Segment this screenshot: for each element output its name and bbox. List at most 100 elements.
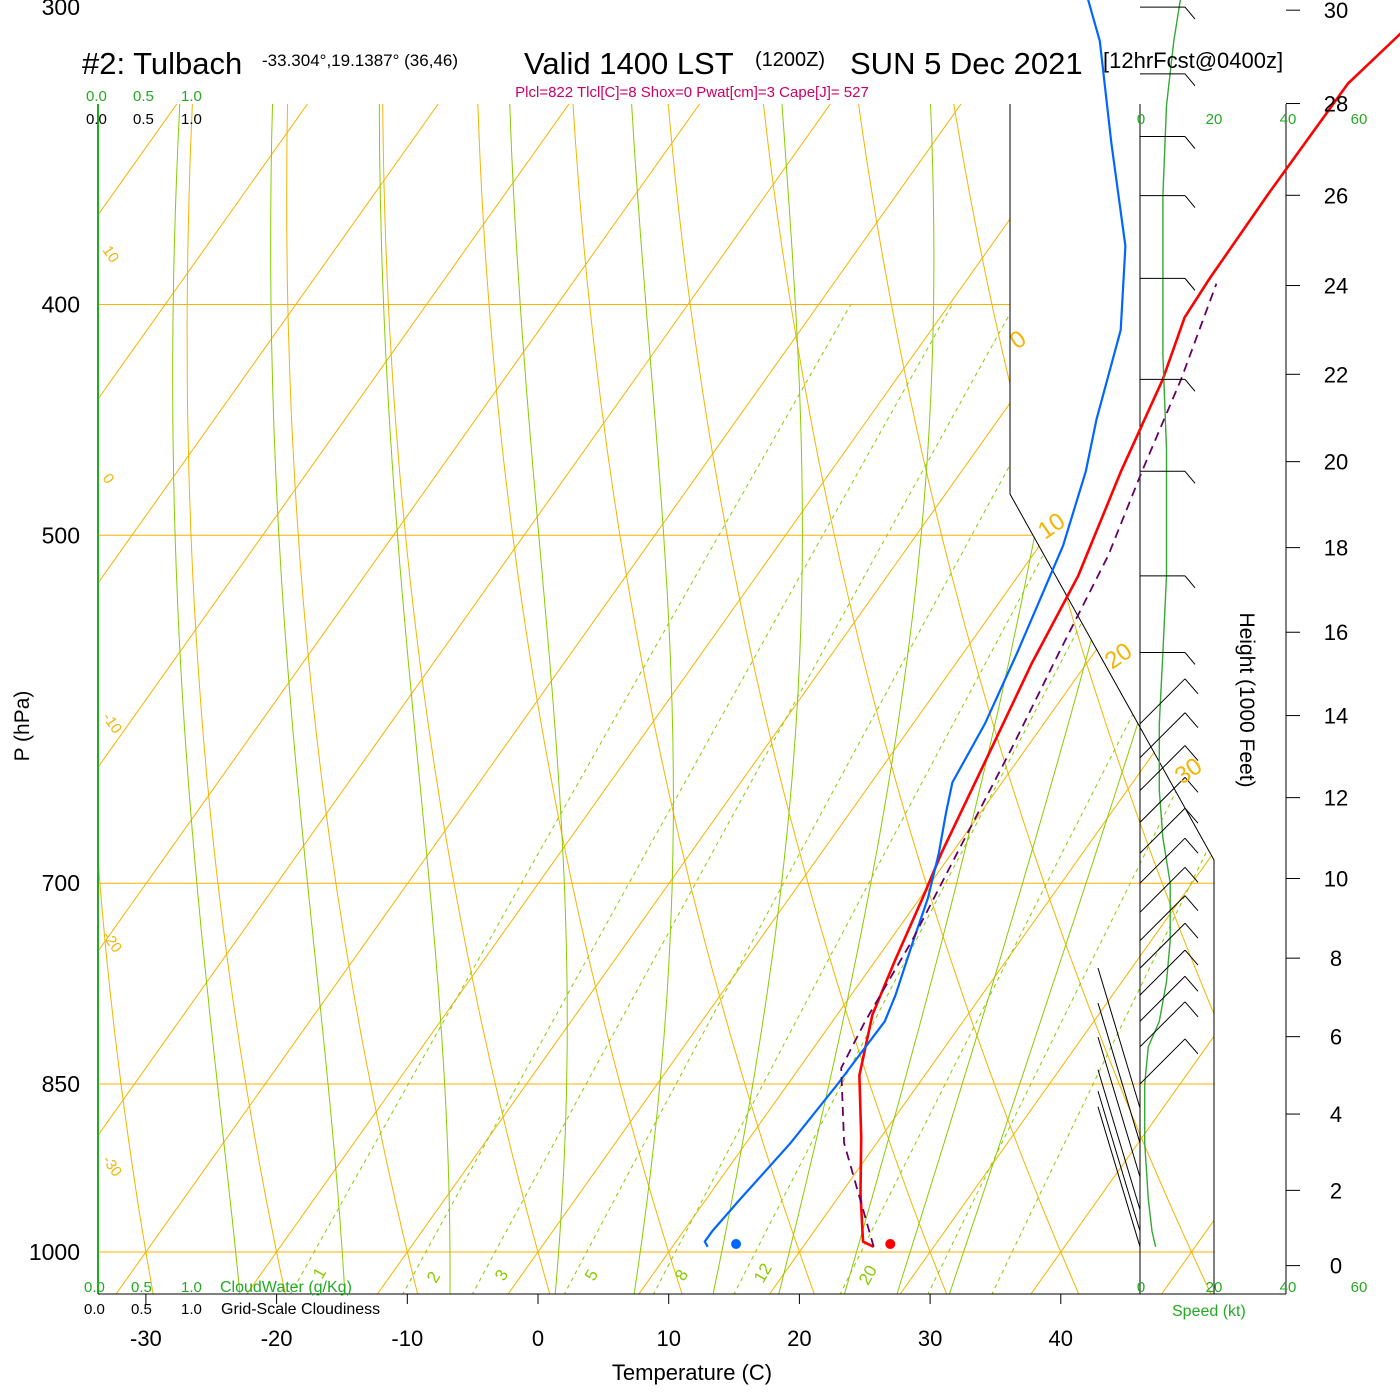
isotherm-label: 30 xyxy=(1170,752,1207,789)
height-tick-label: 2 xyxy=(1330,1178,1342,1203)
speed-top-tick-1: 20 xyxy=(1206,111,1223,128)
cloud-scale-top-black-1: 0.5 xyxy=(133,111,154,128)
temp-tick-label: 40 xyxy=(1049,1326,1073,1351)
temperature-tick-labels: -30 -20 -10 0 10 20 30 40 xyxy=(130,1294,1073,1351)
dry-adiabat-label: -10 xyxy=(99,710,125,738)
station-title: #2: Tulbach xyxy=(82,46,242,81)
y-axis-label: P (hPa) xyxy=(11,691,34,762)
temp-tick-label: -10 xyxy=(391,1326,423,1351)
moist-adiabat-line xyxy=(620,104,674,1294)
mixing-ratio-line xyxy=(923,304,1214,1294)
background-grid xyxy=(98,104,1214,1294)
temp-tick-label: -30 xyxy=(130,1326,162,1351)
mixing-ratio-label: 12 xyxy=(750,1260,776,1286)
cloud-scale-bottom-black-1: 0.5 xyxy=(131,1301,152,1318)
cloud-scale-top-black-2: 1.0 xyxy=(181,111,202,128)
wind-barb xyxy=(1139,712,1199,759)
isotherm-line xyxy=(109,104,1195,1294)
isotherm-line xyxy=(501,104,1214,1294)
dry-adiabat-line xyxy=(737,104,1083,1294)
moist-adiabat-line xyxy=(378,104,451,1294)
mixing-ratio-line xyxy=(559,304,1099,1294)
isotherm-line xyxy=(98,104,541,1294)
height-tick-label: 8 xyxy=(1330,946,1342,971)
height-tick-label: 18 xyxy=(1324,536,1348,561)
moist-adiabat-line xyxy=(172,104,242,1294)
dry-adiabat-line xyxy=(98,104,156,1294)
dry-adiabat-line xyxy=(650,104,951,1294)
isotherm-line xyxy=(98,104,1064,1294)
wind-speed-profile xyxy=(1144,0,1182,1247)
dry-adiabat-label: 10 xyxy=(99,243,122,266)
temp-tick-label: 10 xyxy=(656,1326,680,1351)
height-tick-label: 20 xyxy=(1324,450,1348,475)
isotherm-line xyxy=(632,104,1214,1294)
height-tick-label: 26 xyxy=(1324,183,1348,208)
pressure-tick-label: 700 xyxy=(42,870,80,896)
moist-adiabat-line xyxy=(776,104,935,1294)
height-tick-label: 22 xyxy=(1324,362,1348,387)
temp-tick-label: -20 xyxy=(261,1326,293,1351)
plot-right-border xyxy=(1009,104,1215,1294)
moist-adiabat-line xyxy=(270,104,346,1294)
wind-barb xyxy=(1140,195,1196,208)
wind-barb xyxy=(1097,1090,1141,1232)
wind-barb xyxy=(1139,949,1199,996)
dry-adiabat-label: -30 xyxy=(99,1153,125,1181)
wind-barb xyxy=(1140,73,1196,87)
valid-time: Valid 1400 LST xyxy=(524,46,734,81)
height-tick-label: 10 xyxy=(1324,866,1348,891)
wind-barb xyxy=(1139,1001,1199,1048)
temperature-curve xyxy=(858,32,1400,1248)
isotherm-line xyxy=(98,104,802,1294)
cloud-scale-bottom-black-2: 1.0 xyxy=(181,1301,202,1318)
wind-barb xyxy=(1139,777,1199,823)
wind-barb xyxy=(1140,136,1196,149)
speed-scale-top: 0 20 40 60 xyxy=(1137,111,1368,128)
cloud-scale-bottom-green-2: 1.0 xyxy=(181,1279,202,1296)
height-tick-label: 6 xyxy=(1330,1025,1342,1050)
wind-barb xyxy=(1139,745,1199,791)
cloud-scale-top-green-0: 0.0 xyxy=(86,88,107,105)
station-coords: -33.304°,19.1387° (36,46) xyxy=(262,51,458,70)
wind-barb xyxy=(1139,922,1199,969)
cloud-scale-bottom-green-0: 0.0 xyxy=(84,1279,105,1296)
cloud-scale-bottom-black-0: 0.0 xyxy=(84,1301,105,1318)
profile-curves xyxy=(703,0,1400,1249)
speed-top-tick-3: 60 xyxy=(1351,111,1368,128)
mixing-ratio-line xyxy=(285,304,852,1294)
mixing-ratio-line xyxy=(729,304,1214,1294)
isotherm-line xyxy=(371,104,1214,1294)
cloudwater-label: CloudWater (g/Kg) xyxy=(220,1279,352,1296)
height-axis-label: Height (1000 Feet) xyxy=(1235,612,1258,787)
wind-barb xyxy=(1139,678,1199,725)
dry-adiabat-label: -20 xyxy=(99,929,125,957)
wind-barb xyxy=(1097,1069,1141,1210)
dry-adiabat-line xyxy=(824,104,1214,1294)
wind-barb xyxy=(1097,967,1141,1109)
wind-barb xyxy=(1139,837,1199,884)
isotherm-label: 0 xyxy=(1005,325,1031,355)
mixing-ratio-label: 5 xyxy=(581,1266,602,1284)
temp-tick-label: 20 xyxy=(787,1326,811,1351)
isotherm-line xyxy=(98,104,410,1294)
dewpoint-curve xyxy=(703,0,1127,1248)
cloud-scale-top-black-0: 0.0 xyxy=(86,111,107,128)
speed-scale-bottom: 0 20 40 60 xyxy=(1137,1279,1368,1296)
isotherm-line xyxy=(98,104,149,1294)
pressure-tick-label: 500 xyxy=(42,522,80,548)
isotherm-line xyxy=(98,104,933,1294)
moist-adiabat-line xyxy=(893,104,1214,1294)
isotherm-line xyxy=(98,104,672,1294)
speed-bottom-tick-3: 60 xyxy=(1351,1279,1368,1296)
wind-panel xyxy=(1097,0,1199,1247)
mixing-ratio-label: 2 xyxy=(423,1268,444,1286)
pressure-tick-label: 300 xyxy=(42,0,80,20)
plot-frame xyxy=(97,104,1287,1295)
wind-barb xyxy=(1140,378,1196,392)
speed-bottom-tick-0: 0 xyxy=(1137,1279,1145,1296)
dry-adiabat-line xyxy=(474,104,686,1294)
dry-adiabat-label: 0 xyxy=(99,471,118,488)
surface-dewpoint-dot xyxy=(731,1239,742,1249)
moist-adiabat-line xyxy=(841,104,1096,1294)
